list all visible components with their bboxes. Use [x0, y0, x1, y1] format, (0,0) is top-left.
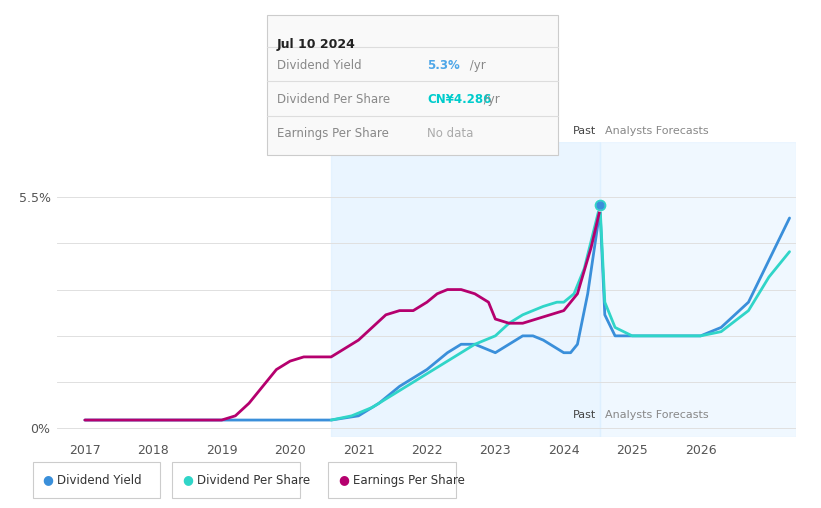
Text: ●: ●	[43, 473, 53, 487]
Text: Jul 10 2024: Jul 10 2024	[277, 38, 355, 51]
Bar	[600, 142, 796, 437]
Text: Earnings Per Share: Earnings Per Share	[353, 473, 465, 487]
Text: Earnings Per Share: Earnings Per Share	[277, 127, 388, 140]
Text: Dividend Yield: Dividend Yield	[277, 58, 361, 72]
Text: Analysts Forecasts: Analysts Forecasts	[605, 410, 709, 420]
Bar	[331, 142, 600, 437]
Text: CN¥4.286: CN¥4.286	[427, 92, 491, 106]
Text: Dividend Per Share: Dividend Per Share	[277, 92, 390, 106]
Text: Past: Past	[573, 126, 597, 136]
Text: ●: ●	[182, 473, 193, 487]
Text: No data: No data	[427, 127, 473, 140]
Text: Dividend Per Share: Dividend Per Share	[197, 473, 310, 487]
Text: ●: ●	[338, 473, 349, 487]
Text: /yr: /yr	[466, 58, 486, 72]
Text: Past: Past	[573, 410, 597, 420]
Text: Dividend Yield: Dividend Yield	[57, 473, 142, 487]
Text: /yr: /yr	[480, 92, 500, 106]
Text: Analysts Forecasts: Analysts Forecasts	[605, 126, 709, 136]
Text: 5.3%: 5.3%	[427, 58, 460, 72]
